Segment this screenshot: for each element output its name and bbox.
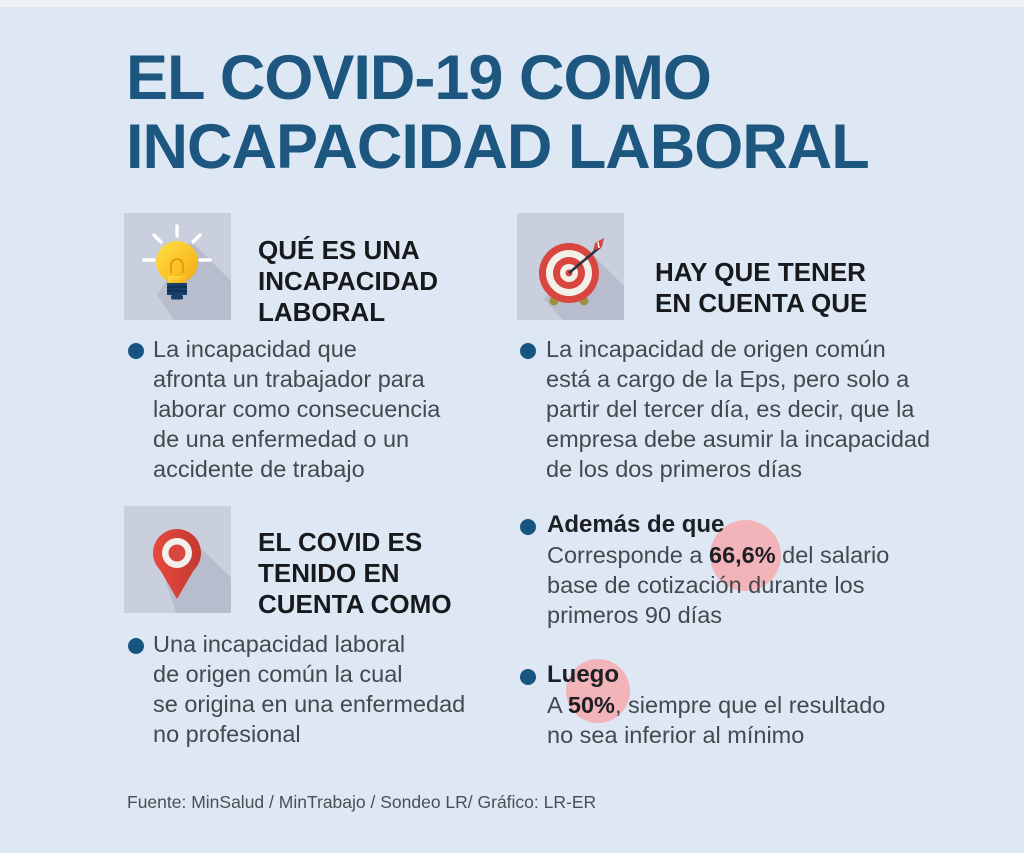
luego-text: A 50%, siempre que el resultado no sea i…: [547, 690, 885, 750]
bullet-text-tener-en-cuenta: La incapacidad de origen común está a ca…: [546, 336, 931, 482]
top-strip: [0, 0, 1024, 7]
bullet-dot: [128, 343, 144, 359]
section-heading-covid-tenido: EL COVID ES TENIDO EN CUENTA COMO: [258, 527, 452, 619]
bullet-text-que-es: La incapacidad que afronta un trabajador…: [153, 336, 441, 482]
bullet-dot: [520, 669, 536, 685]
luego-text-pre: A: [547, 692, 568, 718]
target-icon: [517, 213, 624, 320]
bullet-dot: [128, 638, 144, 654]
ademas-label: Además de que: [547, 511, 725, 538]
bullet-dot: [520, 519, 536, 535]
page-title: EL COVID-19 COMO INCAPACIDAD LABORAL: [126, 43, 870, 182]
ademas-text-post: del salario base de cotización durante l…: [547, 542, 890, 628]
luego-highlight-value: 50%: [567, 692, 615, 718]
bullet-text-covid-tenido: Una incapacidad laboral de origen común …: [153, 631, 466, 747]
ademas-text: Corresponde a 66,6% del salario base de …: [547, 540, 889, 630]
highlight-circle-50: [566, 659, 630, 723]
lightbulb-icon: [124, 213, 231, 320]
source-line: Fuente: MinSalud / MinTrabajo / Sondeo L…: [127, 792, 597, 812]
bullet-dot: [520, 343, 536, 359]
section-heading-que-es: QUÉ ES UNA INCAPACIDAD LABORAL: [258, 235, 439, 327]
section-heading-tener-en-cuenta: HAY QUE TENER EN CUENTA QUE: [655, 257, 868, 318]
ademas-text-pre: Corresponde a: [547, 542, 709, 568]
luego-label: Luego: [547, 661, 619, 688]
luego-text-post: , siempre que el resultado no sea inferi…: [547, 692, 886, 748]
map-pin-icon: [124, 506, 231, 613]
ademas-highlight-value: 66,6%: [709, 542, 776, 568]
highlight-circle-66: [710, 520, 781, 591]
